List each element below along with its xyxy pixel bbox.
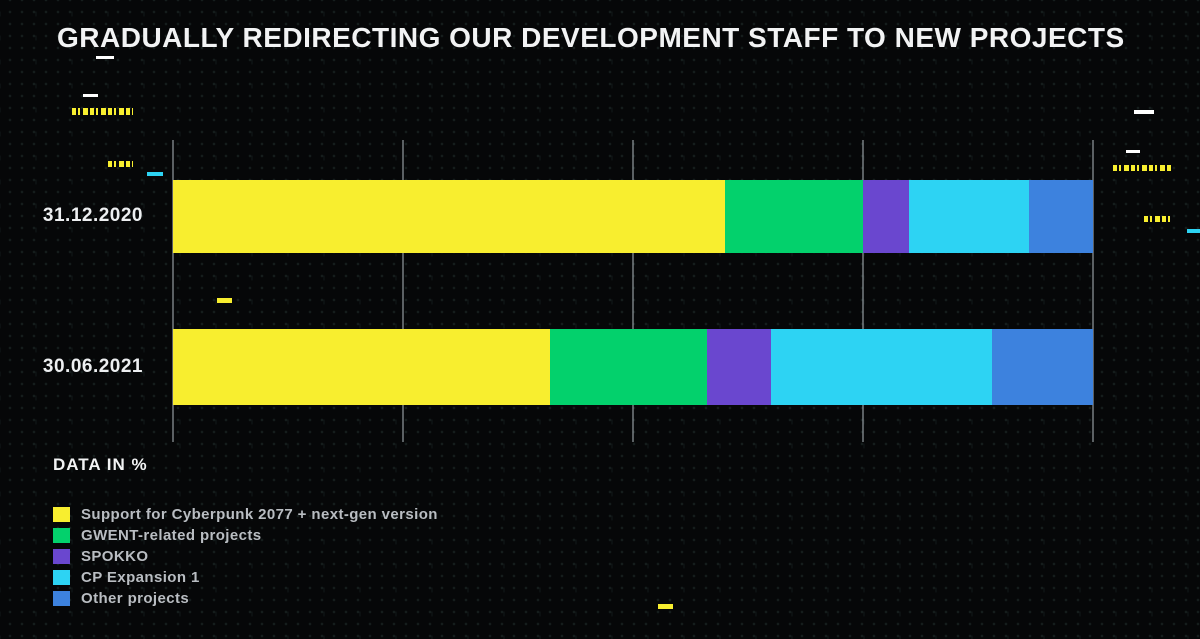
bar-segment (173, 329, 551, 405)
bar-segment (1028, 180, 1093, 253)
bar-segment (706, 329, 771, 405)
glitch-dash-icon (217, 298, 232, 303)
legend-swatch-icon (53, 570, 70, 585)
glitch-dash-icon (1134, 110, 1154, 114)
plot-area (172, 140, 1094, 442)
legend-label: SPOKKO (81, 548, 149, 565)
gridline (1092, 140, 1094, 442)
legend-title: DATA IN % (53, 455, 148, 474)
legend-item: Other projects (53, 588, 438, 609)
bar-segment (909, 180, 1029, 253)
glitch-dash-icon (658, 604, 673, 609)
category-label: 31.12.2020 (42, 205, 143, 226)
glitch-dash-icon (1126, 150, 1140, 153)
legend-label: CP Expansion 1 (81, 569, 200, 586)
bar-segment (991, 329, 1093, 405)
legend-swatch-icon (53, 591, 70, 606)
gridline (402, 140, 404, 442)
gridline (862, 140, 864, 442)
glitch-barcode-icon (1144, 216, 1170, 222)
stacked-bar (173, 329, 1093, 405)
bar-segment (173, 180, 725, 253)
glitch-dash-icon (83, 94, 98, 97)
legend-swatch-icon (53, 507, 70, 522)
gridline (172, 140, 174, 442)
legend-swatch-icon (53, 549, 70, 564)
legend-item: CP Expansion 1 (53, 567, 438, 588)
legend-item: SPOKKO (53, 546, 438, 567)
legend-item: Support for Cyberpunk 2077 + next-gen ve… (53, 504, 438, 525)
bar-segment (550, 329, 707, 405)
legend-swatch-icon (53, 528, 70, 543)
legend-label: GWENT-related projects (81, 527, 262, 544)
legend-items: Support for Cyberpunk 2077 + next-gen ve… (53, 504, 438, 609)
glitch-barcode-icon (1113, 165, 1172, 171)
legend-label: Support for Cyberpunk 2077 + next-gen ve… (81, 506, 438, 523)
bar-segment (725, 180, 863, 253)
glitch-barcode-icon (72, 108, 133, 115)
category-label: 30.06.2021 (42, 356, 143, 377)
stacked-bar (173, 180, 1093, 253)
glitch-dash-icon (147, 172, 163, 176)
chart-title: GRADUALLY REDIRECTING OUR DEVELOPMENT ST… (57, 22, 1125, 53)
glitch-barcode-icon (108, 161, 133, 167)
bar-segment (863, 180, 909, 253)
glitch-dash-icon (1187, 229, 1200, 233)
gridline (632, 140, 634, 442)
legend-label: Other projects (81, 590, 190, 607)
legend-item: GWENT-related projects (53, 525, 438, 546)
glitch-dash-icon (96, 56, 114, 59)
legend: DATA IN % Support for Cyberpunk 2077 + n… (53, 455, 438, 609)
bar-segment (770, 329, 992, 405)
